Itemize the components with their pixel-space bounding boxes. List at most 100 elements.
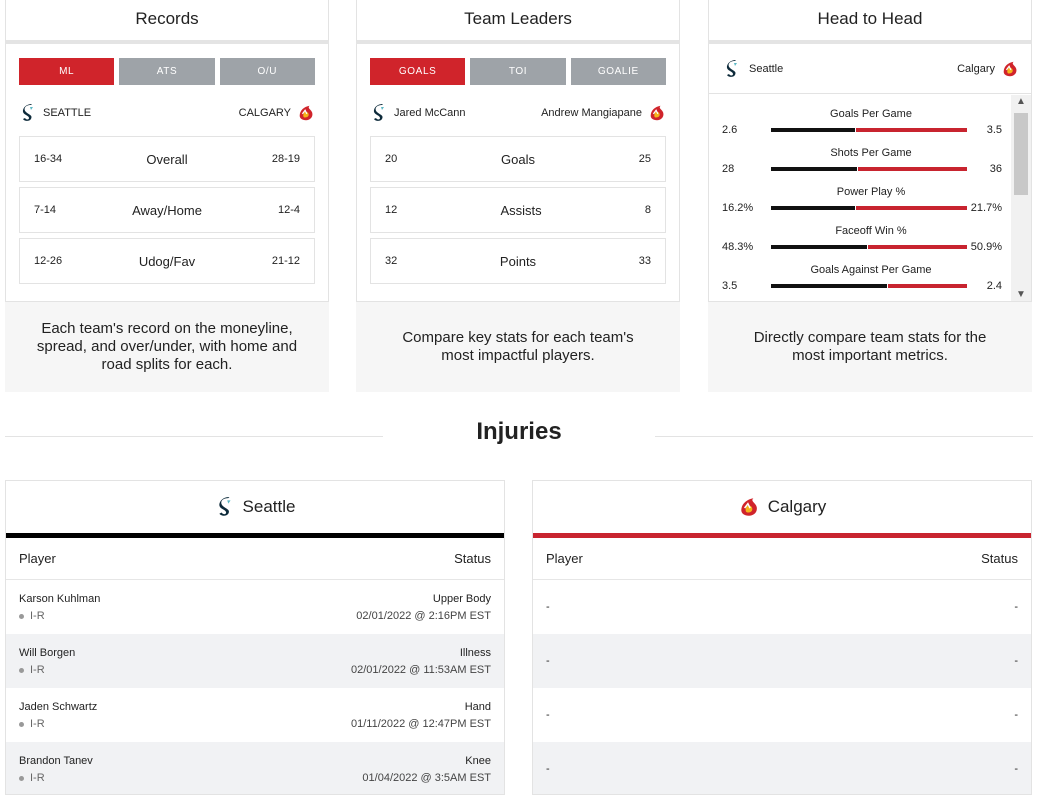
records-row-right: 21-12 (271, 255, 300, 267)
h2h-stat-label: Goals Against Per Game (810, 264, 932, 276)
records-row-label: Udog/Fav (138, 253, 196, 269)
injury-status: - (1014, 763, 1018, 775)
injuries-seattle-panel: Seattle Player Status Karson Kuhlman I-R … (5, 480, 505, 795)
h2h-stat-label: Power Play % (836, 186, 906, 198)
column-status: Status (454, 551, 491, 566)
tab-goals[interactable]: GOALS (370, 58, 466, 85)
column-player: Player (546, 551, 583, 566)
leaders-row-label: Points (499, 253, 537, 269)
injuries-calgary-name: Calgary (767, 497, 827, 516)
tab-toi[interactable]: TOI (470, 58, 566, 85)
records-team-left-name: SEATTLE (43, 107, 92, 119)
h2h-team-left-name: Seattle (749, 62, 784, 75)
injury-tag: I-R (30, 718, 45, 730)
h2h-team-right: Calgary (957, 59, 1019, 79)
records-row-left: 7-14 (34, 204, 57, 216)
injury-date: 01/04/2022 @ 3:5AM EST (362, 772, 491, 784)
records-row-overall: 16-34 Overall 28-19 (19, 136, 315, 182)
records-team-row: SEATTLE CALGARY (19, 102, 315, 124)
injury-status: Illness (459, 647, 491, 659)
table-row: - - (533, 580, 1031, 634)
records-row-right: 28-19 (271, 153, 300, 165)
leaders-row-left: 20 (385, 153, 398, 165)
h2h-stat-goals-against: Goals Against Per Game 3.5 2.4 (722, 264, 1002, 300)
scroll-up-icon[interactable]: ▲ (1016, 96, 1026, 107)
injury-status: - (1014, 655, 1018, 667)
h2h-bar-left (771, 128, 855, 132)
h2h-team-right-name: Calgary (957, 62, 995, 75)
bullet-icon (19, 775, 24, 781)
h2h-stat-faceoff: Faceoff Win % 48.3% 50.9% (722, 225, 1002, 261)
h2h-panel: Head to Head Seattle Calgary Goals Per G… (708, 0, 1032, 392)
h2h-stat-left: 3.5 (722, 280, 738, 292)
h2h-stat-left: 16.2% (722, 202, 754, 214)
player-name[interactable]: Will Borgen (19, 647, 76, 659)
records-row-label: Overall (146, 151, 188, 167)
h2h-stat-right: 36 (989, 163, 1002, 175)
h2h-scrollbar[interactable]: ▲ ▼ (1011, 95, 1031, 301)
kraken-logo-icon (22, 104, 33, 121)
leaders-player-left-name[interactable]: Jared McCann (394, 107, 466, 119)
h2h-team-left: Seattle (723, 59, 783, 79)
injury-tag: I-R (30, 772, 45, 784)
records-panel: Records ML ATS O/U SEATTLE CALGARY 16-34… (5, 0, 329, 392)
leaders-player-right: Andrew Mangiapane (541, 103, 666, 123)
table-row: Will Borgen I-R Illness 02/01/2022 @ 11:53… (6, 634, 504, 688)
scroll-thumb[interactable] (1014, 113, 1028, 195)
injuries-seattle-name: Seattle (242, 497, 296, 516)
leaders-tabs: GOALS TOI GOALIE (370, 58, 666, 85)
records-team-right: CALGARY (239, 103, 315, 123)
injury-status: Hand (464, 701, 491, 713)
leaders-player-right-name[interactable]: Andrew Mangiapane (541, 107, 642, 119)
table-row: - - (533, 688, 1031, 742)
records-team-right-name: CALGARY (238, 107, 291, 119)
tab-goalie[interactable]: GOALIE (570, 58, 666, 85)
injuries-seattle-columns: Player Status (6, 538, 504, 580)
player-name[interactable]: Brandon Tanev (19, 755, 93, 767)
leaders-row-left: 32 (385, 255, 398, 267)
leaders-row-right: 8 (644, 204, 651, 216)
player-name: - (546, 763, 550, 775)
bullet-icon (19, 721, 24, 727)
bullet-icon (19, 613, 24, 619)
records-row-left: 16-34 (34, 153, 63, 165)
flames-logo-icon (299, 105, 313, 121)
records-row-right: 12-4 (277, 204, 300, 216)
injuries-calgary-header: Calgary (533, 481, 1031, 533)
bullet-icon (19, 667, 24, 673)
divider-right (655, 436, 1033, 437)
player-name[interactable]: Jaden Schwartz (19, 701, 98, 713)
scroll-down-icon[interactable]: ▼ (1016, 289, 1026, 300)
table-row: Karson Kuhlman I-R Upper Body 02/01/2022 @… (6, 580, 504, 634)
h2h-stat-goals-per-game: Goals Per Game 2.6 3.5 (722, 108, 1002, 144)
tab-ml[interactable]: ML (19, 58, 115, 85)
table-row: - - (533, 742, 1031, 794)
records-row-udog-fav: 12-26 Udog/Fav 21-12 (19, 238, 315, 284)
h2h-stat-left: 28 (722, 163, 735, 175)
injury-status: Upper Body (432, 593, 491, 605)
injury-tag: I-R (30, 610, 45, 622)
records-row-away-home: 7-14 Away/Home 12-4 (19, 187, 315, 233)
records-row-label: Away/Home (132, 202, 202, 218)
leaders-row-label: Goals (501, 151, 535, 167)
table-row: Jaden Schwartz I-R Hand 01/11/2022 @ 12:47… (6, 688, 504, 742)
h2h-stat-right: 50.9% (970, 241, 1002, 253)
tab-ats[interactable]: ATS (119, 58, 215, 85)
h2h-bar-left (771, 284, 887, 288)
injury-status: Knee (465, 755, 491, 767)
h2h-stat-right: 2.4 (986, 280, 1002, 292)
h2h-bar-left (771, 206, 855, 210)
kraken-logo-icon (726, 59, 737, 77)
tab-ou[interactable]: O/U (219, 58, 315, 85)
flames-logo-icon (650, 105, 664, 121)
injuries-seattle-accent (6, 533, 504, 538)
leaders-row-right: 25 (638, 153, 651, 165)
h2h-bar-left (771, 167, 857, 171)
h2h-stat-left: 2.6 (722, 124, 738, 136)
h2h-stat-label: Shots Per Game (830, 147, 912, 159)
player-name[interactable]: Karson Kuhlman (19, 593, 101, 605)
leaders-body: GOALS TOI GOALIE Jared McCann Andrew Man… (356, 44, 680, 302)
h2h-stat-list[interactable]: Goals Per Game 2.6 3.5 Shots Per Game 28… (709, 95, 1031, 301)
h2h-bar-right (888, 284, 967, 288)
injury-date: 01/11/2022 @ 12:47PM EST (351, 718, 491, 730)
